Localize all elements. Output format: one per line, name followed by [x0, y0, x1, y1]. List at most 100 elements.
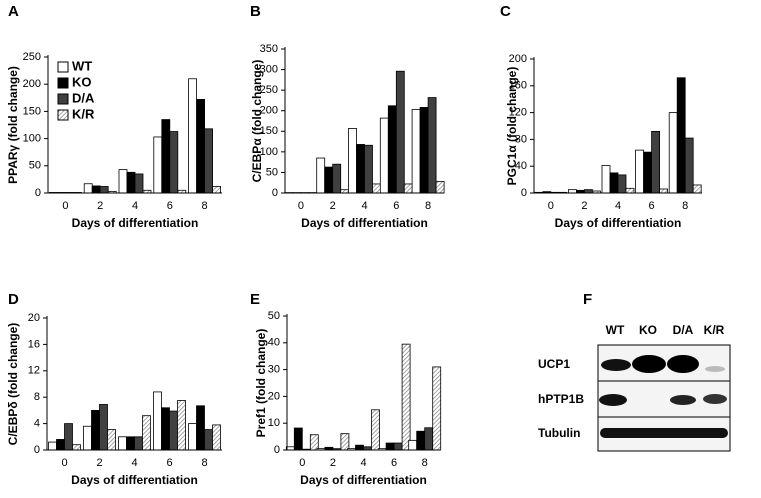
bar: [189, 79, 197, 193]
y-axis-label: C/EBPδ (fold change): [6, 323, 20, 446]
x-tick-label: 8: [425, 200, 431, 212]
x-tick-label: 2: [96, 457, 102, 469]
bar: [205, 129, 213, 193]
bar: [693, 185, 701, 193]
x-tick-label: 6: [167, 200, 173, 212]
x-tick-label: 0: [299, 457, 305, 469]
x-axis-label: Days of differentiation: [300, 473, 427, 487]
x-axis-label: Days of differentiation: [301, 216, 428, 230]
bar: [84, 426, 92, 450]
y-tick-label: 0: [272, 187, 278, 199]
bar: [402, 344, 410, 450]
bar: [356, 445, 364, 450]
y-tick-label: 0: [274, 444, 280, 456]
bar: [162, 408, 170, 450]
x-tick-label: 6: [649, 200, 655, 212]
y-tick-label: 160: [509, 80, 527, 92]
bar: [602, 166, 610, 193]
x-tick-label: 8: [422, 457, 428, 469]
y-tick-label: 120: [509, 107, 527, 119]
bar: [170, 411, 178, 450]
x-tick-label: 8: [201, 457, 207, 469]
y-tick-label: 50: [29, 160, 41, 172]
bar: [108, 430, 116, 450]
bar: [100, 404, 108, 450]
bar: [568, 190, 576, 193]
y-tick-label: 100: [23, 133, 41, 145]
bar: [380, 118, 388, 193]
lane-label: K/R: [704, 323, 725, 337]
legend-label: K/R: [72, 106, 95, 121]
x-tick-label: 0: [298, 200, 304, 212]
bar: [417, 431, 425, 450]
bar: [92, 186, 100, 193]
bar: [189, 424, 197, 450]
x-tick-label: 0: [62, 200, 68, 212]
band: [599, 394, 627, 406]
y-tick-label: 200: [260, 105, 278, 117]
bar: [644, 152, 652, 193]
bar: [433, 367, 441, 450]
band: [667, 355, 699, 373]
x-tick-label: 4: [360, 457, 366, 469]
x-tick-label: 6: [166, 457, 172, 469]
bar: [412, 109, 420, 193]
bar: [213, 425, 221, 450]
y-tick-label: 100: [260, 146, 278, 158]
y-tick-label: 0: [521, 187, 527, 199]
bar: [341, 434, 349, 450]
bar: [618, 175, 626, 193]
legend-swatch: [58, 78, 68, 88]
bar: [317, 158, 325, 193]
bar: [162, 120, 170, 193]
bar: [119, 170, 127, 193]
y-tick-label: 0: [35, 187, 41, 199]
bar: [349, 128, 357, 193]
band: [600, 428, 728, 438]
bar: [425, 428, 433, 450]
bar: [365, 145, 373, 193]
bar: [626, 188, 634, 193]
bar: [388, 106, 396, 193]
x-tick-label: 6: [391, 457, 397, 469]
y-tick-label: 20: [28, 312, 40, 324]
bar: [127, 172, 135, 193]
bar: [373, 184, 381, 193]
bar: [294, 428, 302, 450]
bar: [84, 184, 92, 193]
y-tick-label: 350: [260, 43, 278, 55]
bar: [357, 144, 365, 193]
bar: [65, 424, 73, 450]
bar: [396, 71, 404, 193]
lane-label: WT: [606, 323, 625, 337]
x-tick-label: 0: [548, 200, 554, 212]
bar: [205, 430, 213, 450]
band: [632, 355, 666, 373]
band: [703, 394, 727, 404]
bar: [685, 138, 693, 193]
bar: [409, 440, 417, 450]
x-axis-label: Days of differentiation: [72, 216, 199, 230]
y-tick-label: 16: [28, 338, 40, 350]
row-label: Tubulin: [538, 426, 580, 440]
panel-label: A: [8, 3, 19, 20]
lane-label: KO: [639, 323, 657, 337]
y-tick-label: 200: [509, 53, 527, 65]
x-tick-label: 8: [682, 200, 688, 212]
bar: [584, 190, 592, 193]
y-tick-label: 150: [23, 105, 41, 117]
bar: [135, 437, 143, 450]
bar: [652, 131, 660, 193]
y-tick-label: 40: [268, 337, 280, 349]
bar: [178, 401, 186, 451]
bar: [213, 186, 221, 193]
bar: [660, 189, 668, 193]
y-tick-label: 10: [268, 417, 280, 429]
bar: [57, 439, 65, 450]
bar: [154, 392, 162, 450]
bar: [73, 445, 81, 450]
bar: [436, 181, 444, 193]
panel-label: D: [8, 291, 19, 308]
panel-label: C: [500, 3, 511, 20]
y-tick-label: 30: [268, 364, 280, 376]
